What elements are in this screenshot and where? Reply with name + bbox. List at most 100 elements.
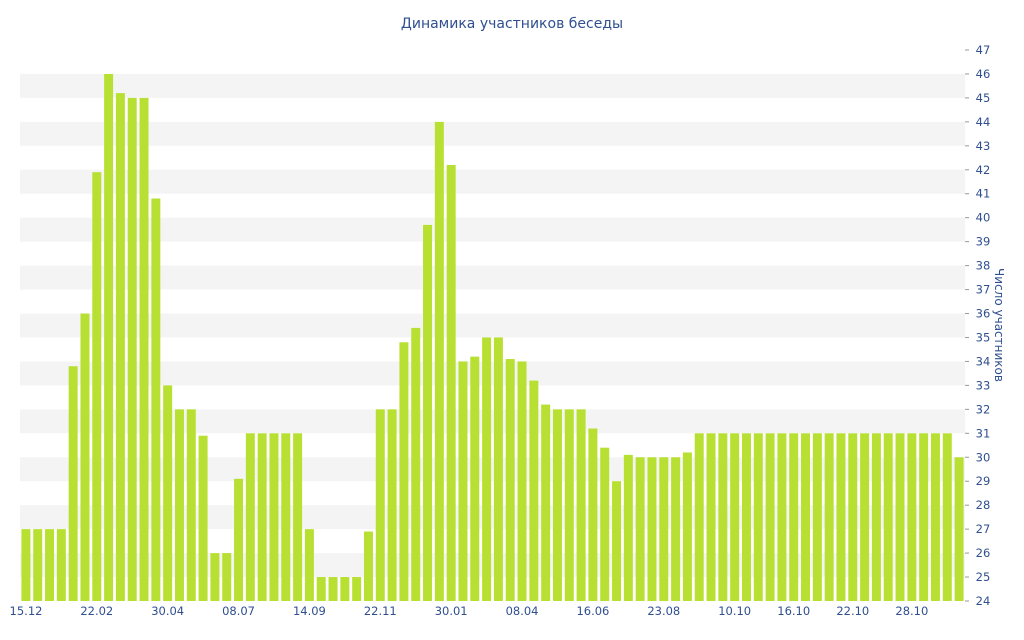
bar: [564, 409, 574, 601]
bar: [411, 327, 421, 601]
bar: [80, 313, 90, 601]
y-tick-label: 30: [976, 450, 991, 464]
bar: [257, 433, 267, 601]
bar: [446, 164, 456, 602]
bar: [434, 121, 444, 602]
y-tick-label: 41: [976, 187, 991, 201]
bar: [269, 433, 279, 601]
y-tick-label: 35: [976, 330, 991, 344]
bar: [659, 457, 669, 601]
bar: [907, 433, 917, 601]
y-tick-label: 39: [976, 235, 991, 249]
y-tick-label: 26: [976, 546, 991, 560]
bar: [930, 433, 940, 601]
bars: [21, 73, 964, 602]
y-tick-label: 43: [976, 139, 991, 153]
bar: [824, 433, 834, 601]
bar: [198, 435, 208, 601]
bar: [340, 577, 350, 601]
bar: [647, 457, 657, 601]
bar: [222, 553, 232, 601]
y-axis-label: Число участников: [992, 268, 1006, 382]
x-tick-label: 22.11: [364, 604, 397, 618]
bar: [801, 433, 811, 601]
y-tick-label: 24: [976, 594, 991, 608]
bar: [21, 529, 31, 601]
bar: [812, 433, 822, 601]
bar: [623, 454, 633, 601]
bar: [470, 356, 480, 601]
bar: [883, 433, 893, 601]
bar: [505, 359, 515, 601]
y-tick-label: 47: [976, 43, 991, 57]
x-tick-label: 30.04: [151, 604, 184, 618]
grid-band: [20, 217, 965, 242]
y-tick-label: 25: [976, 570, 991, 584]
bar: [694, 433, 704, 601]
y-tick-label: 27: [976, 522, 991, 536]
x-tick-label: 10.10: [718, 604, 751, 618]
y-tick-label: 28: [976, 498, 991, 512]
bar: [600, 447, 610, 601]
bar: [68, 366, 78, 601]
bar: [741, 433, 751, 601]
bar: [954, 457, 964, 601]
x-tick-label: 15.12: [10, 604, 43, 618]
y-axis-ticks: 24 25 26 27 28 29 30 31 32 33 34 35 36 37 38 39 40 41 42 43…: [965, 43, 990, 608]
grid-band: [20, 169, 965, 194]
bar: [363, 531, 373, 601]
bar: [588, 428, 598, 601]
x-tick-label: 08.07: [222, 604, 255, 618]
bar: [493, 337, 503, 601]
bar: [293, 433, 303, 601]
y-tick-label: 32: [976, 402, 991, 416]
bar: [174, 409, 184, 601]
bar: [753, 433, 763, 601]
bar: [151, 198, 161, 601]
bar: [836, 433, 846, 601]
y-tick-label: 34: [976, 354, 991, 368]
x-tick-label: 08.04: [506, 604, 539, 618]
bar: [304, 529, 314, 601]
y-tick-label: 45: [976, 91, 991, 105]
bar: [919, 433, 929, 601]
bar: [352, 577, 362, 601]
bar: [210, 553, 220, 601]
bar: [552, 409, 562, 601]
bar: [56, 529, 66, 601]
bar: [387, 409, 397, 601]
grid-band: [20, 457, 965, 482]
bar: [115, 93, 125, 602]
y-tick-label: 37: [976, 283, 991, 297]
grid-band: [20, 121, 965, 146]
bar: [789, 433, 799, 601]
y-tick-label: 38: [976, 259, 991, 273]
bar: [127, 97, 137, 601]
bar: [529, 380, 539, 601]
y-tick-label: 46: [976, 67, 991, 81]
bar: [104, 73, 114, 601]
grid-band: [20, 313, 965, 338]
y-tick-label: 31: [976, 426, 991, 440]
bar: [517, 361, 527, 601]
bar: [765, 433, 775, 601]
bar: [328, 577, 338, 601]
bar: [718, 433, 728, 601]
grid-band: [20, 553, 965, 578]
bar: [635, 457, 645, 601]
bar: [482, 337, 492, 601]
grid-band: [20, 505, 965, 530]
bar: [33, 529, 43, 601]
bar: [942, 433, 952, 601]
bar: [45, 529, 55, 601]
bar: [281, 433, 291, 601]
bar: [671, 457, 681, 601]
grid-bands: [20, 73, 965, 578]
grid-band: [20, 409, 965, 434]
bar: [541, 404, 551, 601]
x-tick-label: 16.10: [777, 604, 810, 618]
x-tick-label: 28.10: [895, 604, 928, 618]
x-tick-label: 14.09: [293, 604, 326, 618]
grid-band: [20, 265, 965, 290]
